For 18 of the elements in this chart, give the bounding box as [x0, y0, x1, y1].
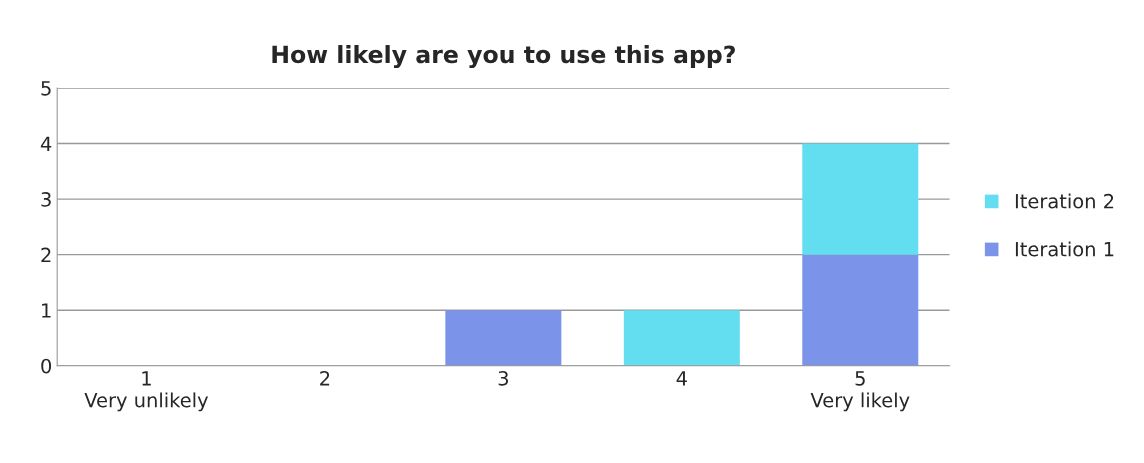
x-tick-label: 3 [498, 370, 508, 386]
y-tick-label: 1 [42, 303, 51, 318]
legend-label: Iteration 2 [1015, 193, 1114, 209]
x-tick-label: 4 [676, 371, 687, 386]
bar [445, 310, 562, 366]
y-tick-label: 0 [41, 358, 52, 374]
y-tick-label: 2 [41, 247, 51, 263]
bar [802, 254, 919, 366]
x-tick-label: 5 Very likely [810, 371, 910, 412]
bar [623, 310, 740, 366]
y-tick-label: 3 [41, 192, 51, 207]
legend-label: Iteration 1 [1015, 241, 1114, 257]
chart-title: How likely are you to use this app? [272, 45, 735, 69]
y-tick-label: 4 [40, 136, 52, 151]
x-tick-label: 1 Very unlikely [84, 371, 209, 412]
y-tick-label: 5 [41, 81, 51, 96]
bar [802, 143, 919, 255]
x-tick-label: 2 [320, 370, 330, 386]
